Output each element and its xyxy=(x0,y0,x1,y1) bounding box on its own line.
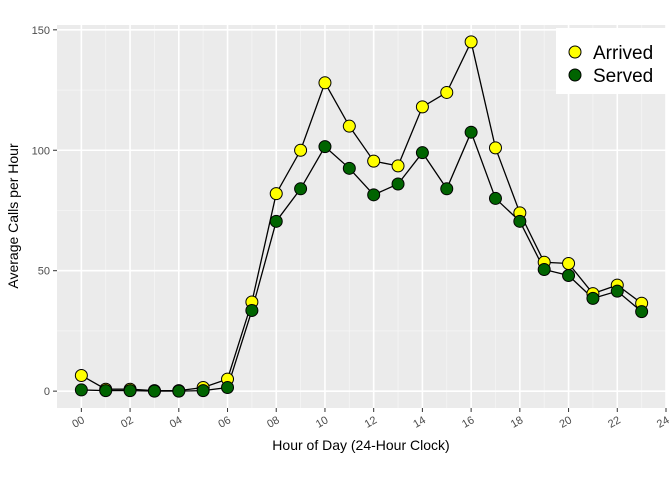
series-layer xyxy=(74,35,649,398)
data-point-served xyxy=(635,305,649,319)
data-point-served xyxy=(123,384,137,398)
data-point-served xyxy=(245,303,259,317)
legend-box xyxy=(556,28,668,94)
x-tick-label: 14 xyxy=(411,414,428,431)
data-point-served xyxy=(99,384,113,398)
data-point-served xyxy=(318,140,332,154)
data-point-arrived xyxy=(269,187,283,201)
x-axis-title: Hour of Day (24-Hour Clock) xyxy=(272,437,449,453)
data-point-served xyxy=(221,381,235,395)
data-point-arrived xyxy=(367,154,381,168)
x-tick-label: 12 xyxy=(363,414,380,431)
data-point-served xyxy=(269,214,283,228)
y-tick-label: 50 xyxy=(38,266,50,278)
y-axis-title: Average Calls per Hour xyxy=(5,143,21,289)
data-point-served xyxy=(586,291,600,305)
data-point-arrived xyxy=(464,35,478,49)
data-point-arrived xyxy=(318,76,332,90)
data-point-served xyxy=(537,262,551,276)
data-point-served xyxy=(294,182,308,196)
data-point-served xyxy=(342,161,356,175)
x-tick-label: 08 xyxy=(265,414,282,431)
data-point-served xyxy=(196,384,210,398)
data-point-arrived xyxy=(391,159,405,173)
data-point-arrived xyxy=(440,85,454,99)
legend-key-arrived xyxy=(568,45,582,59)
data-point-served xyxy=(562,269,576,283)
data-point-served xyxy=(464,125,478,139)
y-tick-label: 100 xyxy=(32,145,50,157)
data-point-served xyxy=(488,191,502,205)
data-point-served xyxy=(415,146,429,160)
data-point-served xyxy=(367,188,381,202)
x-tick-label: 22 xyxy=(606,414,623,431)
y-tick-label: 150 xyxy=(32,25,50,37)
data-point-served xyxy=(513,214,527,228)
data-point-arrived xyxy=(488,141,502,155)
data-point-arrived xyxy=(294,143,308,157)
data-point-arrived xyxy=(342,119,356,133)
x-tick-label: 04 xyxy=(168,414,185,431)
data-point-served xyxy=(610,284,624,298)
legend-label-arrived: Arrived xyxy=(593,43,653,64)
x-tick-label: 00 xyxy=(70,414,87,431)
data-point-served xyxy=(172,384,186,398)
x-tick-label: 16 xyxy=(460,414,477,431)
data-point-served xyxy=(391,177,405,191)
y-axis: 0 50 100 150 xyxy=(32,25,57,398)
data-point-arrived xyxy=(74,368,88,382)
x-tick-label: 06 xyxy=(216,414,233,431)
legend-label-served: Served xyxy=(593,66,653,87)
x-tick-label: 20 xyxy=(557,414,574,431)
legend-key-served xyxy=(568,68,582,82)
data-point-served xyxy=(147,384,161,398)
data-point-arrived xyxy=(562,256,576,270)
data-point-served xyxy=(74,383,88,397)
data-point-arrived xyxy=(415,100,429,114)
data-point-served xyxy=(440,182,454,196)
grid-minor xyxy=(57,25,666,408)
x-tick-label: 10 xyxy=(314,414,331,431)
x-tick-label: 24 xyxy=(655,414,672,431)
x-axis: 00 02 04 06 08 10 12 14 16 18 20 22 24 xyxy=(70,408,672,431)
x-tick-label: 02 xyxy=(119,414,136,431)
y-tick-label: 0 xyxy=(44,386,50,398)
x-tick-label: 18 xyxy=(509,414,526,431)
